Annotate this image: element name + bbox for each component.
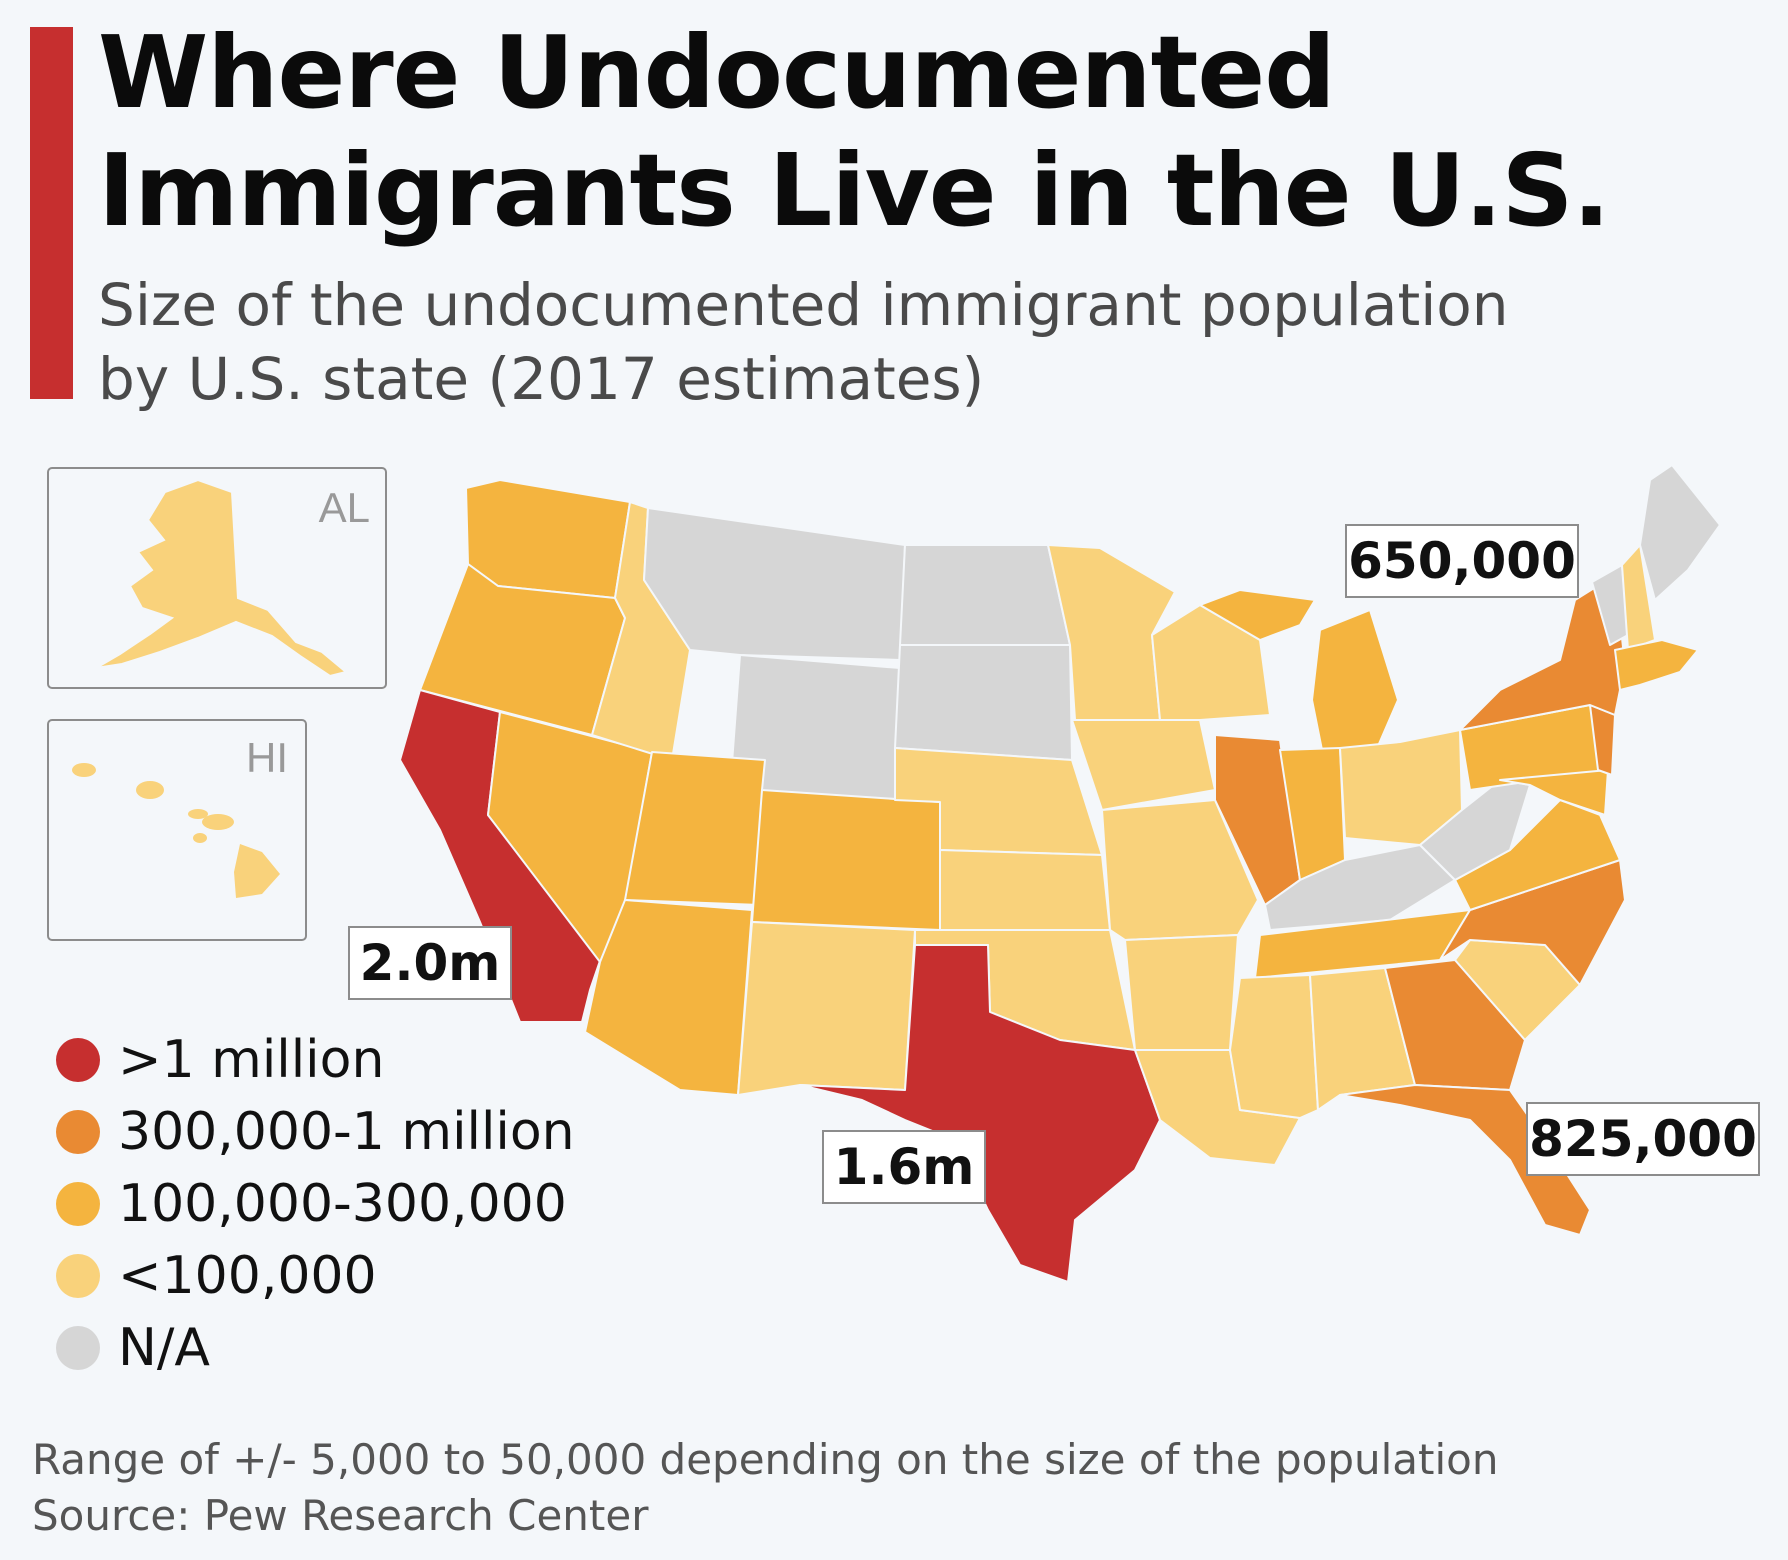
legend-swatch xyxy=(56,1182,100,1226)
legend-item-over-1m: >1 million xyxy=(56,1024,575,1096)
subtitle-line-1: Size of the undocumented immigrant popul… xyxy=(98,271,1509,339)
state-kansas xyxy=(939,849,1111,931)
state-massachusetts xyxy=(1614,639,1699,691)
hawaii-shapes xyxy=(72,763,280,898)
footer-note: Range of +/- 5,000 to 50,000 depending o… xyxy=(32,1435,1499,1484)
state-maine xyxy=(1639,464,1721,601)
alaska-label: AL xyxy=(319,484,370,531)
legend-label: N/A xyxy=(118,1318,210,1378)
alaska-shape xyxy=(95,478,349,678)
subtitle-line-2: by U.S. state (2017 estimates) xyxy=(98,345,985,413)
state-colorado xyxy=(751,789,941,931)
page-subtitle: Size of the undocumented immigrant popul… xyxy=(98,268,1698,416)
state-south-dakota xyxy=(894,644,1073,761)
state-new-hampshire xyxy=(1621,544,1656,651)
state-montana xyxy=(643,507,906,661)
footer-source: Source: Pew Research Center xyxy=(32,1491,649,1540)
legend-item-na: N/A xyxy=(56,1312,575,1384)
legend-label: 300,000-1 million xyxy=(118,1102,575,1162)
state-new-mexico xyxy=(737,921,916,1096)
legend-swatch xyxy=(56,1110,100,1154)
title-line-1: Where Undocumented xyxy=(98,14,1336,131)
legend-label: >1 million xyxy=(118,1030,385,1090)
footer: Range of +/- 5,000 to 50,000 depending o… xyxy=(32,1432,1732,1544)
state-mississippi xyxy=(1229,974,1319,1119)
legend-item-under-100k: <100,000 xyxy=(56,1240,575,1312)
callout-new-york: 650,000 xyxy=(1345,524,1579,598)
legend-swatch xyxy=(56,1038,100,1082)
title-line-2: Immigrants Live in the U.S. xyxy=(98,132,1611,249)
callout-florida: 825,000 xyxy=(1526,1102,1760,1176)
accent-bar xyxy=(30,27,73,399)
map-legend: >1 million 300,000-1 million 100,000-300… xyxy=(56,1024,575,1384)
legend-label: 100,000-300,000 xyxy=(118,1174,567,1234)
callout-texas: 1.6m xyxy=(822,1130,986,1204)
legend-swatch xyxy=(56,1326,100,1370)
legend-item-100k-300k: 100,000-300,000 xyxy=(56,1168,575,1240)
legend-label: <100,000 xyxy=(118,1246,377,1306)
state-iowa xyxy=(1071,719,1216,811)
legend-item-300k-1m: 300,000-1 million xyxy=(56,1096,575,1168)
state-maryland xyxy=(1499,769,1609,816)
state-texas xyxy=(799,944,1161,1283)
state-north-dakota xyxy=(899,544,1071,646)
state-georgia xyxy=(1384,959,1526,1091)
hawaii-label: HI xyxy=(246,734,288,781)
state-arkansas xyxy=(1124,934,1239,1051)
legend-swatch xyxy=(56,1254,100,1298)
callout-california: 2.0m xyxy=(348,926,512,1000)
state-arizona xyxy=(584,899,753,1096)
page-title: Where Undocumented Immigrants Live in th… xyxy=(98,14,1698,250)
